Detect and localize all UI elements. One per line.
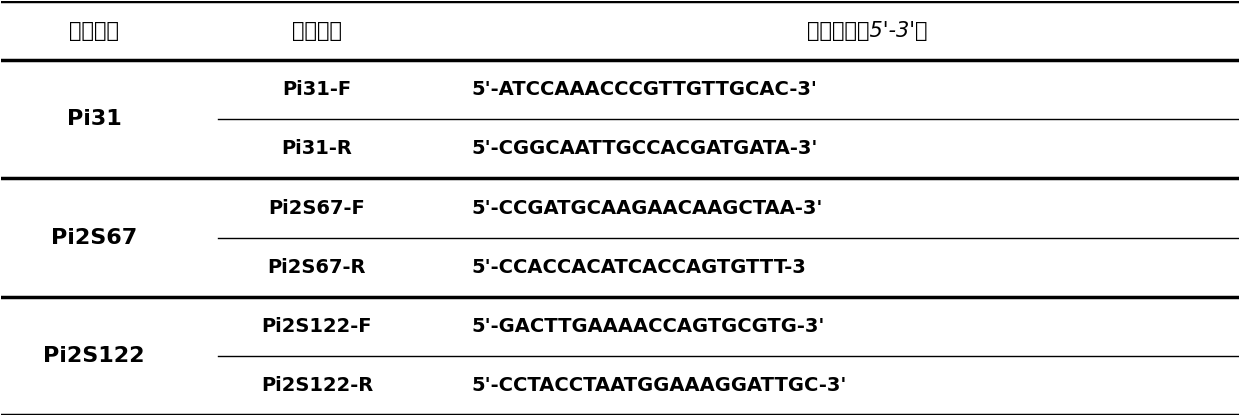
Text: Pi31-R: Pi31-R <box>281 139 352 158</box>
Text: Pi2S67-R: Pi2S67-R <box>268 258 366 277</box>
Text: Pi31: Pi31 <box>67 109 122 129</box>
Text: 引物序列（5'-3'）: 引物序列（5'-3'） <box>807 21 928 41</box>
Text: Pi2S67: Pi2S67 <box>51 228 138 248</box>
Text: 5'-CCACCACATCACCAGTGTTT-3: 5'-CCACCACATCACCAGTGTTT-3 <box>471 258 806 277</box>
Text: Pi31-F: Pi31-F <box>283 80 351 99</box>
Text: Pi2S122: Pi2S122 <box>43 346 145 366</box>
Text: 引物名称: 引物名称 <box>291 21 342 41</box>
Text: 5'-CCTACCTAATGGAAAGGATTGC-3': 5'-CCTACCTAATGGAAAGGATTGC-3' <box>471 376 847 395</box>
Text: 5'-CGGCAATTGCCACGATGATA-3': 5'-CGGCAATTGCCACGATGATA-3' <box>471 139 818 158</box>
Text: Pi2S67-F: Pi2S67-F <box>269 198 366 218</box>
Text: Pi2S122-R: Pi2S122-R <box>260 376 373 395</box>
Text: Pi2S122-F: Pi2S122-F <box>262 317 372 336</box>
Text: 标记名称: 标记名称 <box>69 21 119 41</box>
Text: 5'-ATCCAAACCCGTTGTTGCAC-3': 5'-ATCCAAACCCGTTGTTGCAC-3' <box>471 80 817 99</box>
Text: 5'-GACTTGAAAACCAGTGCGTG-3': 5'-GACTTGAAAACCAGTGCGTG-3' <box>471 317 825 336</box>
Text: 5'-CCGATGCAAGAACAAGCTAA-3': 5'-CCGATGCAAGAACAAGCTAA-3' <box>471 198 823 218</box>
